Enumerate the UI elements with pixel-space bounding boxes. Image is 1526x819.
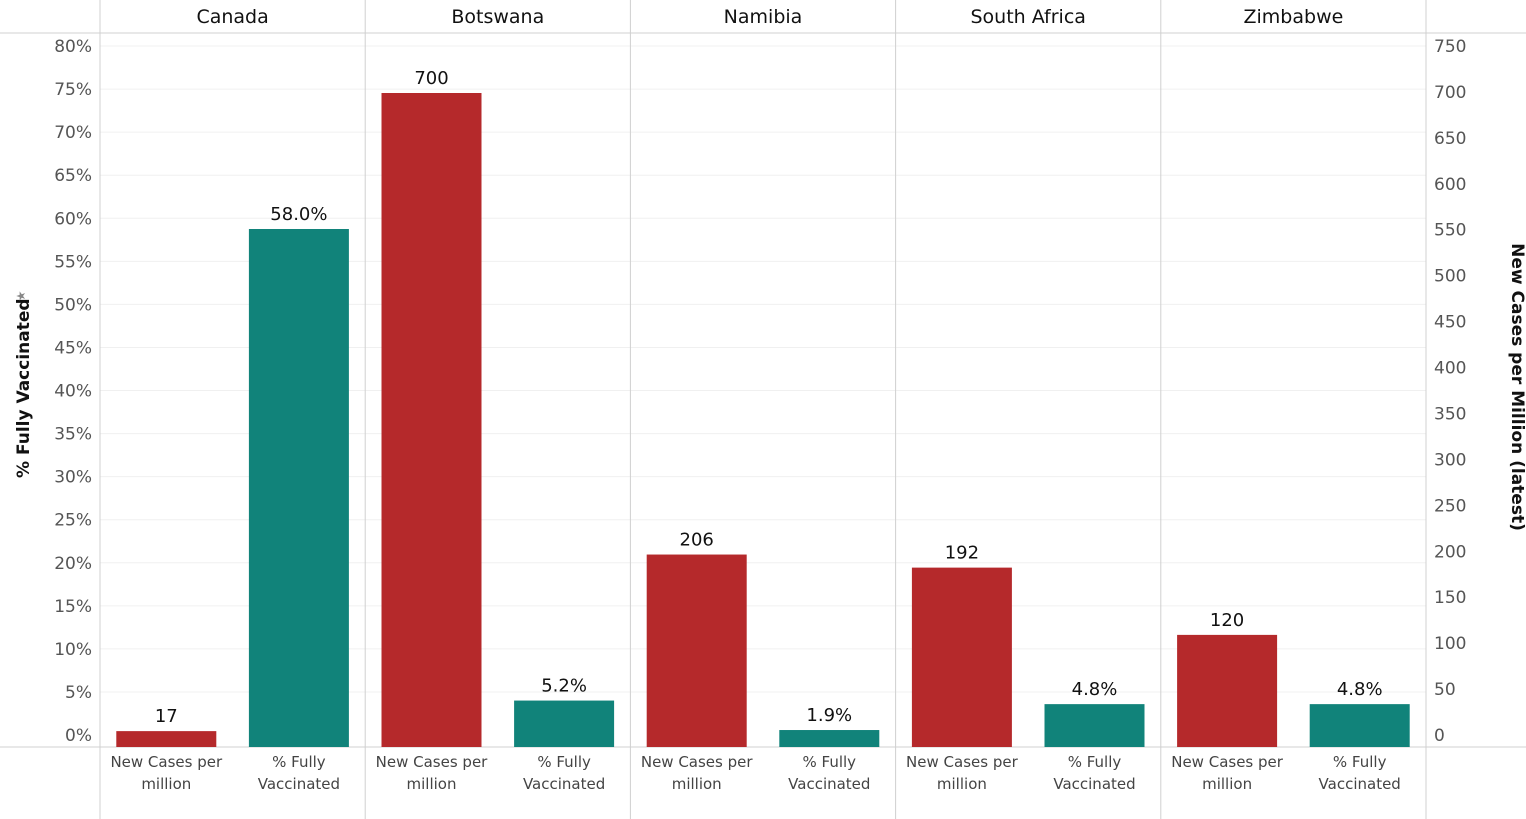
category-label: Vaccinated [1053,775,1135,793]
right-tick-label: 700 [1434,83,1466,103]
bar-fully-vaccinated [248,229,349,747]
category-label: New Cases per [906,753,1019,771]
right-tick-label: 100 [1434,634,1466,654]
right-tick-label: 500 [1434,267,1466,287]
pin-icon: ★ [14,291,28,302]
bar-value-label: 206 [680,530,714,551]
country-header-zimbabwe: Zimbabwe [1244,6,1344,28]
category-label: % Fully [272,753,326,771]
right-tick-label: 200 [1434,542,1466,562]
bar-value-label: 17 [155,706,178,727]
category-label: million [1202,775,1252,793]
category-label: Vaccinated [788,775,870,793]
left-tick-label: 80% [54,37,92,57]
bar-fully-vaccinated [779,730,880,747]
right-tick-label: 250 [1434,496,1466,516]
category-label: Vaccinated [1319,775,1401,793]
left-tick-label: 5% [65,683,92,703]
category-label: New Cases per [376,753,489,771]
category-label: % Fully [1068,753,1122,771]
category-label: Vaccinated [258,775,340,793]
bar-value-label: 4.8% [1072,679,1118,700]
bar-value-label: 5.2% [541,676,587,697]
right-tick-label: 50 [1434,680,1456,700]
category-label: million [672,775,722,793]
right-tick-label: 650 [1434,129,1466,149]
bar-value-label: 700 [414,68,448,89]
left-tick-label: 0% [65,726,92,746]
left-tick-label: 70% [54,123,92,143]
bar-fully-vaccinated [1309,704,1410,747]
category-label: % Fully [537,753,591,771]
right-axis-title: New Cases per Million (latest) [1507,243,1526,531]
right-tick-label: 550 [1434,221,1466,241]
left-tick-label: 25% [54,511,92,531]
right-tick-label: 450 [1434,313,1466,333]
bar-new-cases [116,731,217,747]
country-header-canada: Canada [196,6,268,28]
left-tick-label: 30% [54,468,92,488]
category-label: million [937,775,987,793]
left-tick-label: 15% [54,597,92,617]
bar-new-cases [381,93,482,747]
bar-new-cases [911,567,1012,747]
category-label: % Fully [1333,753,1387,771]
category-label: New Cases per [641,753,754,771]
left-tick-label: 45% [54,338,92,358]
bar-new-cases [1177,634,1278,747]
bar-value-label: 58.0% [270,204,327,225]
bar-value-label: 120 [1210,610,1244,631]
left-tick-label: 55% [54,252,92,272]
left-tick-label: 10% [54,640,92,660]
right-tick-label: 0 [1434,726,1445,746]
category-label: million [141,775,191,793]
category-label: New Cases per [1171,753,1284,771]
bar-value-label: 4.8% [1337,679,1383,700]
bar-new-cases [646,554,747,747]
country-header-botswana: Botswana [451,6,544,28]
category-label: Vaccinated [523,775,605,793]
country-header-namibia: Namibia [724,6,803,28]
right-tick-label: 150 [1434,588,1466,608]
left-tick-label: 20% [54,554,92,574]
bar-fully-vaccinated [1044,704,1145,747]
right-tick-label: 400 [1434,359,1466,379]
category-label: million [407,775,457,793]
category-label: % Fully [803,753,857,771]
right-tick-label: 750 [1434,37,1466,57]
bar-fully-vaccinated [514,700,615,747]
left-tick-label: 40% [54,382,92,402]
country-header-south-africa: South Africa [970,6,1085,28]
left-tick-label: 65% [54,166,92,186]
left-tick-label: 75% [54,80,92,100]
right-tick-label: 300 [1434,450,1466,470]
left-tick-label: 35% [54,425,92,445]
category-label: New Cases per [110,753,223,771]
left-tick-label: 60% [54,209,92,229]
bar-value-label: 1.9% [806,705,852,726]
right-tick-label: 600 [1434,175,1466,195]
left-tick-label: 50% [54,295,92,315]
right-tick-label: 350 [1434,404,1466,424]
bar-value-label: 192 [945,543,979,564]
left-axis-title: % Fully Vaccinated [14,298,34,478]
